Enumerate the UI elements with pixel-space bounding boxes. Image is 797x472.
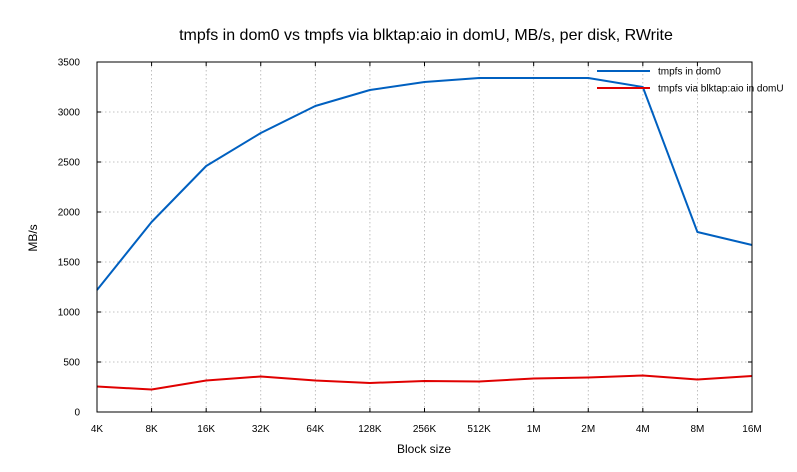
legend-label-1: tmpfs in dom0 (658, 67, 721, 78)
x-tick-label: 2M (581, 424, 595, 435)
x-tick-label: 256K (413, 424, 437, 435)
grid (97, 62, 752, 412)
x-tick-label: 16K (197, 424, 215, 435)
legend: tmpfs in dom0 tmpfs via blktap:aio in dom… (597, 67, 784, 95)
y-tick-label: 500 (63, 358, 80, 369)
x-tick-label: 4M (636, 424, 650, 435)
y-axis-label: MB/s (26, 224, 40, 251)
x-tick-label: 512K (467, 424, 491, 435)
y-tick-label: 0 (74, 408, 80, 419)
series-line-2 (96, 374, 753, 391)
x-tick-label: 8M (690, 424, 704, 435)
legend-label-2: tmpfs via blktap:aio in domU (658, 84, 784, 95)
y-tick-label: 3500 (58, 58, 81, 69)
ticks: 4K 8K 16K 32K 64K 128K 256K 512K 1M 2M 4M 8M 16M 0 500… (58, 58, 762, 436)
y-tick-label: 1000 (58, 308, 81, 319)
chart-title: tmpfs in dom0 vs tmpfs via blktap:aio in… (179, 27, 673, 44)
x-tick-label: 1M (527, 424, 541, 435)
x-axis-label: Block size (397, 442, 451, 456)
x-tick-label: 16M (742, 424, 761, 435)
x-tick-label: 128K (358, 424, 382, 435)
x-tick-label: 32K (252, 424, 270, 435)
y-tick-label: 2500 (58, 158, 81, 169)
x-tick-label: 4K (91, 424, 104, 435)
x-tick-label: 64K (306, 424, 324, 435)
y-tick-label: 3000 (58, 108, 81, 119)
y-tick-label: 2000 (58, 208, 81, 219)
y-tick-label: 1500 (58, 258, 81, 269)
x-tick-label: 8K (145, 424, 158, 435)
